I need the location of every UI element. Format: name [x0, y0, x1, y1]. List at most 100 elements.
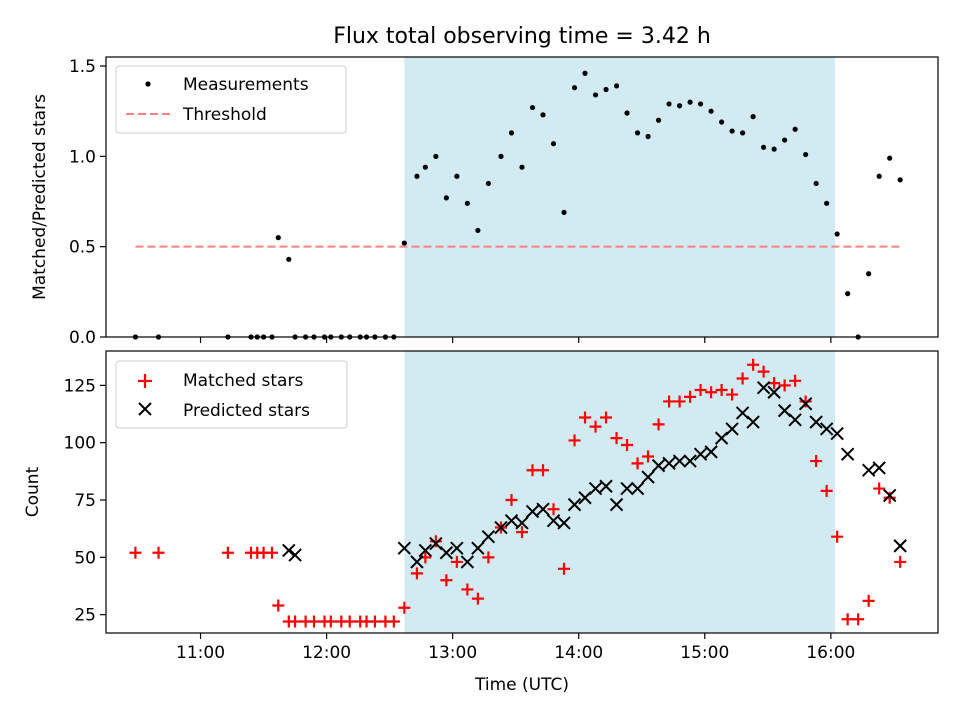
legend-matched-label: Matched stars: [183, 371, 303, 391]
legend-measurements-swatch: [145, 81, 151, 87]
matched-star-point: [600, 411, 613, 424]
measurement-point: [771, 146, 777, 152]
predicted-star-point: [641, 470, 655, 484]
y-tick-label: 1.0: [69, 147, 96, 167]
predicted-star-point: [504, 513, 519, 528]
measurement-point: [561, 209, 567, 215]
measurement-point: [603, 86, 609, 93]
matched-star-point: [471, 592, 484, 605]
measurement-point: [286, 256, 292, 262]
matched-star-point: [537, 464, 550, 477]
legend-predicted-label: Predicted stars: [183, 401, 310, 421]
legend-matched-swatch: [138, 374, 152, 388]
measurement-point: [550, 141, 557, 147]
predicted-star-point: [460, 555, 475, 569]
top-panel: 0.0 0.5 1.0 1.5 Matched/Predicted stars Mea…: [30, 56, 939, 348]
measurement-point: [845, 291, 851, 297]
matched-star-point: [873, 482, 886, 495]
predicted-star-point: [651, 458, 666, 473]
measurement-point: [540, 112, 546, 118]
predicted-star-point: [662, 456, 676, 471]
x-tick-label: 12:00: [302, 643, 351, 663]
measurement-point: [824, 200, 830, 206]
measurement-point: [750, 114, 756, 120]
predicted-star-point: [725, 422, 739, 436]
matched-star-point: [526, 464, 539, 477]
predicted-star-point: [893, 539, 907, 553]
measurement-point: [613, 83, 620, 89]
bottom-y-axis-label: Count: [23, 466, 43, 517]
bottom-legend-box: [115, 360, 348, 429]
matched-star-point: [272, 599, 285, 612]
chart-title: Flux total observing time = 3.42 h: [333, 24, 711, 49]
measurement-point: [866, 271, 872, 277]
matched-star-point: [589, 420, 602, 433]
measurement-point: [834, 231, 840, 237]
measurement-point: [876, 173, 882, 179]
y-tick-label: 50: [74, 548, 96, 568]
measurement-point: [443, 195, 449, 201]
legend-threshold-label: Threshold: [182, 105, 267, 125]
legend-measurements-label: Measurements: [183, 75, 309, 95]
matched-star-point: [398, 601, 411, 614]
predicted-star-point: [450, 541, 464, 555]
measurement-point: [782, 137, 788, 143]
matched-star-point: [894, 555, 907, 568]
predicted-star-point: [515, 516, 529, 530]
measurement-point: [485, 180, 491, 187]
matched-star-point: [652, 418, 665, 431]
y-tick-label: 25: [74, 606, 96, 626]
matched-star-point: [129, 546, 142, 559]
measurement-point: [792, 126, 798, 132]
measurement-point: [634, 130, 641, 136]
matched-star-point: [862, 594, 875, 607]
bottom-plot-frame: [105, 350, 939, 634]
matched-star-point: [841, 613, 854, 626]
matched-star-point: [705, 386, 718, 399]
matched-star-point: [631, 457, 644, 470]
bottom-y-ticks: 25 50 75 100 125: [64, 376, 106, 626]
matched-star-point: [673, 395, 686, 408]
x-tick-label: 11:00: [176, 643, 225, 663]
matched-star-point: [152, 546, 165, 559]
predicted-star-point: [525, 504, 540, 519]
predicted-star-point: [830, 426, 844, 441]
measurement-point: [275, 235, 281, 241]
matched-star-point: [482, 551, 495, 564]
top-marks-layer: [132, 70, 903, 340]
matched-star-point: [558, 562, 571, 575]
measurement-point: [624, 110, 630, 116]
predicted-star-point: [471, 541, 485, 555]
measurement-point: [645, 133, 651, 140]
predicted-star-point: [746, 415, 760, 429]
matched-star-point: [883, 491, 896, 504]
measurement-point: [676, 103, 683, 109]
matched-star-point: [516, 526, 528, 539]
matched-star-point: [410, 567, 423, 580]
y-tick-label: 1.5: [69, 57, 96, 77]
matched-star-point: [694, 383, 707, 396]
measurement-point: [761, 144, 767, 150]
predicted-star-point: [288, 548, 302, 562]
predicted-star-point: [872, 461, 886, 475]
matched-star-point: [265, 546, 278, 559]
predicted-star-point: [282, 543, 296, 558]
matched-star-point: [663, 395, 676, 408]
bottom-matched-layer: [129, 358, 907, 628]
measurement-point: [687, 99, 693, 105]
predicted-star-point: [439, 546, 454, 560]
matched-star-point: [820, 484, 833, 497]
x-tick-label: 15:00: [680, 643, 729, 663]
predicted-star-point: [672, 454, 687, 468]
matched-star-point: [324, 615, 337, 628]
measurement-point: [803, 151, 809, 158]
predicted-star-point: [767, 385, 781, 399]
measurement-point: [422, 164, 428, 170]
predicted-star-point: [536, 502, 550, 516]
predicted-star-point: [704, 445, 718, 459]
matched-star-point: [343, 615, 356, 628]
top-plot-frame: [105, 56, 939, 338]
matched-star-point: [778, 379, 791, 392]
predicted-star-point: [630, 481, 645, 496]
